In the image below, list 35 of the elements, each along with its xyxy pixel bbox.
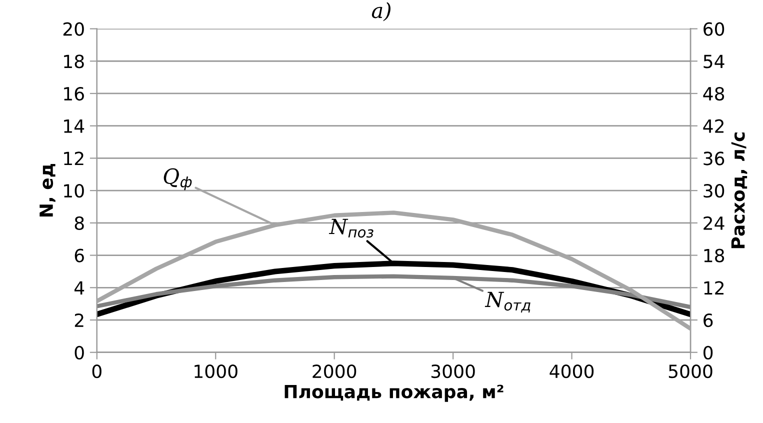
y2-tick-label: 12 [704, 281, 724, 294]
y-tick-label: 20 [63, 22, 84, 36]
text: Q$_{ф}$ [164, 168, 192, 190]
y2-tick-label: 6 [704, 313, 713, 328]
y-tick-label: 14 [64, 120, 84, 133]
y-tick-label: 4 [74, 281, 84, 294]
x-tick-label: 2000 [312, 364, 356, 378]
x-tick-label: 0 [92, 364, 102, 378]
x-axis-title: Площадь пожара, м² [284, 384, 504, 402]
y-tick-label: 0 [74, 346, 84, 360]
y-tick-label: 6 [74, 248, 84, 262]
y2-tick-label: 48 [703, 86, 724, 101]
y2-tick-label: 36 [704, 152, 724, 166]
legend-label: N$_{отд}$ [484, 292, 530, 312]
x-tick-label: 1000 [194, 364, 238, 378]
y2-tick-label: 30 [704, 184, 724, 198]
y-tick-label: 10 [64, 184, 84, 198]
series-label: N$_{поз}$ [328, 218, 374, 238]
y-tick-label: 2 [74, 313, 84, 327]
chart-title: а) [372, 2, 390, 22]
y-tick-label: 12 [64, 152, 84, 166]
y-tick-label: 16 [64, 86, 84, 101]
y2-tick-label: 42 [703, 119, 724, 133]
y2-axis-title: Расход, л/с [731, 132, 748, 248]
x-tick-label: 5000 [668, 364, 712, 378]
y2-tick-label: 54 [704, 54, 724, 68]
y-axis-title: N, ед [40, 164, 56, 216]
x-tick-label: 4000 [550, 364, 594, 378]
y2-tick-label: 0 [704, 346, 713, 360]
y2-tick-label: 60 [704, 22, 724, 36]
y-tick-label: 8 [74, 216, 84, 230]
y2-tick-label: 24 [704, 216, 724, 230]
y2-tick-label: 18 [704, 248, 724, 262]
x-tick-label: 3000 [431, 364, 475, 378]
y-tick-label: 18 [64, 54, 84, 68]
